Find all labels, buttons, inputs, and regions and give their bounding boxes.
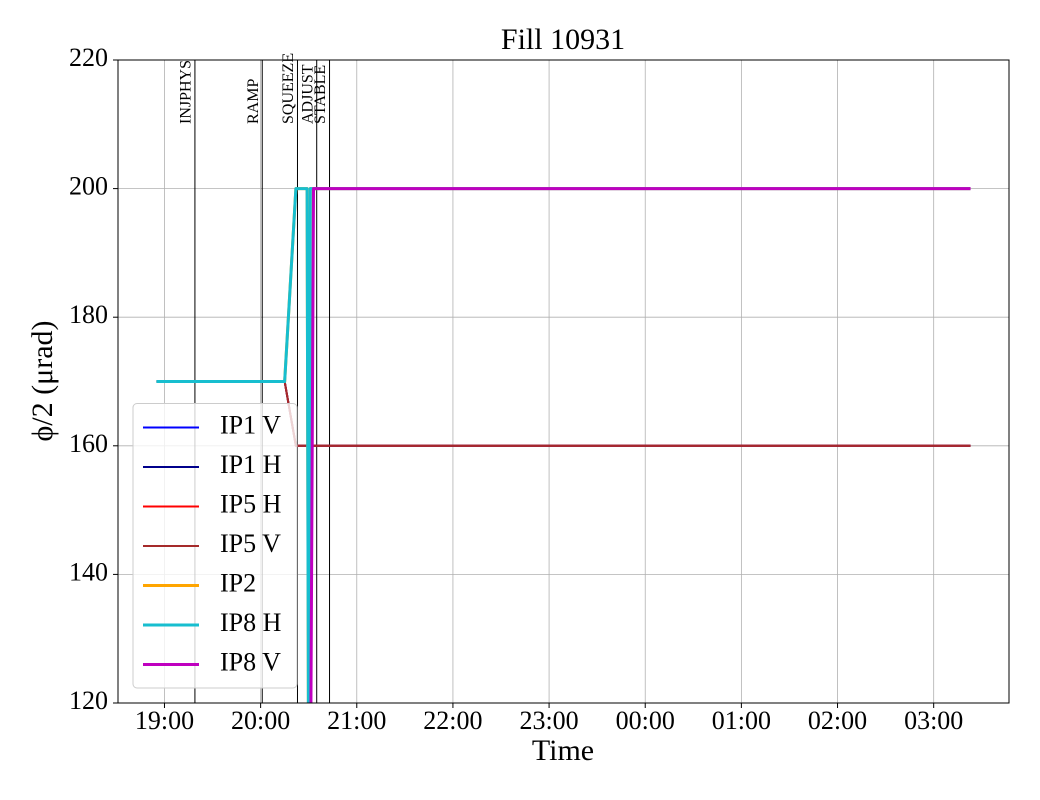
y-tick-label: 220 [69, 43, 108, 72]
x-tick-label: 22:00 [423, 706, 482, 735]
phase-label: RAMP [245, 79, 262, 124]
x-tick-label: 02:00 [808, 706, 867, 735]
phase-label: INJPHYS [178, 60, 195, 124]
legend-label: IP8 V [220, 647, 281, 676]
plot-frame [117, 59, 1010, 704]
x-tick-label: 23:00 [519, 706, 578, 735]
x-tick-label: 03:00 [904, 706, 963, 735]
x-tick-label: 00:00 [616, 706, 675, 735]
chart-title: Fill 10931 [501, 23, 625, 56]
line-series [309, 187, 971, 703]
x-tick-label: 20:00 [231, 706, 290, 735]
line-series [156, 187, 971, 703]
x-axis-label: Time [532, 734, 594, 767]
y-axis-label: ϕ/2 (μrad) [26, 321, 59, 442]
x-tick-label: 01:00 [712, 706, 771, 735]
phase-label: SQUEEZE [280, 53, 297, 124]
y-tick-label: 140 [69, 557, 108, 586]
y-tick-label: 180 [69, 300, 108, 329]
legend-label: IP2 [220, 568, 256, 597]
phase-label: STABLE [312, 65, 329, 124]
legend-box [132, 403, 298, 689]
legend-label: IP1 V [220, 410, 281, 439]
legend-label: IP5 H [220, 489, 282, 518]
y-tick-label: 200 [69, 172, 108, 201]
y-tick-label: 160 [69, 429, 108, 458]
y-tick-label: 120 [69, 686, 108, 715]
phase-label: ADJUST [299, 64, 316, 124]
legend-label: IP1 H [220, 450, 282, 479]
x-tick-label: 19:00 [135, 706, 194, 735]
legend-label: IP5 V [220, 529, 281, 558]
x-tick-label: 21:00 [327, 706, 386, 735]
legend-label: IP8 H [220, 608, 282, 637]
